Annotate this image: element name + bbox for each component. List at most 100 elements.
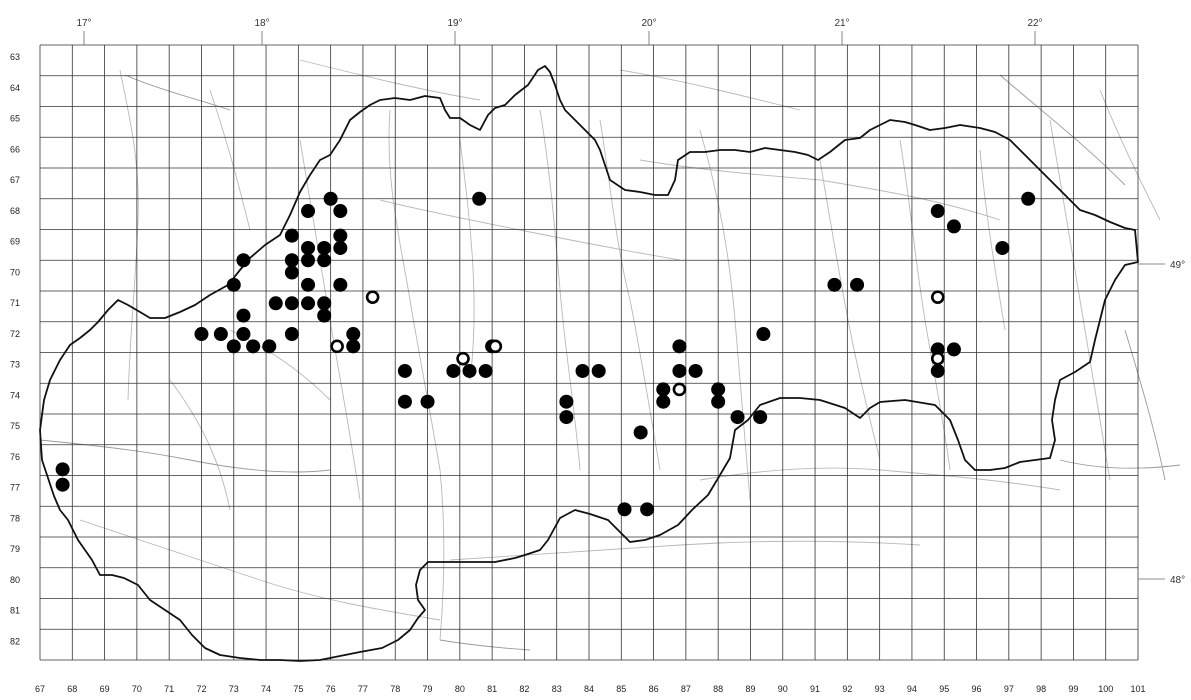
unconfirmed-record-dot [930,351,945,366]
column-label: 83 [552,684,562,694]
column-label: 76 [326,684,336,694]
confirmed-record-dot [946,342,961,357]
confirmed-record-dot [301,277,316,292]
confirmed-record-dot [301,240,316,255]
river-line [1099,89,1161,221]
confirmed-record-dot [672,339,687,354]
confirmed-record-dot [640,502,655,517]
confirmed-record-dot [656,394,671,409]
column-label: 78 [390,684,400,694]
confirmed-record-dot [268,296,283,311]
neighbour-border [439,639,531,651]
row-label: 70 [10,267,20,277]
confirmed-record-dot [346,327,361,342]
unconfirmed-record-dot [330,339,344,354]
river-line [119,69,139,401]
confirmed-record-dot [301,253,316,268]
row-label: 63 [10,52,20,62]
column-label: 99 [1068,684,1078,694]
river-line [388,109,445,641]
river-line [379,199,681,261]
confirmed-record-dot [301,296,316,311]
confirmed-record-dot [688,363,703,378]
river-line [79,519,441,621]
column-label: 77 [358,684,368,694]
column-label: 98 [1036,684,1046,694]
neighbour-border [1124,329,1166,481]
row-label: 71 [10,298,20,308]
row-label: 79 [10,544,20,554]
confirmed-record-dot [850,277,865,292]
longitude-label: 22° [1027,18,1042,29]
confirmed-record-dot [301,204,316,219]
confirmed-record-dot [262,339,277,354]
confirmed-record-dot [946,219,961,234]
column-label: 90 [778,684,788,694]
confirmed-record-dot [397,394,412,409]
confirmed-record-dot [226,339,241,354]
confirmed-record-dot [317,296,332,311]
confirmed-record-dot [575,363,590,378]
row-label: 81 [10,606,20,616]
confirmed-record-dot [346,339,361,354]
unconfirmed-record-dot [456,351,470,366]
confirmed-record-dot [236,253,251,268]
confirmed-record-dot [226,277,241,292]
confirmed-record-dot [617,502,632,517]
column-label: 81 [487,684,497,694]
confirmed-record-dot [930,204,945,219]
unconfirmed-record-dot [365,290,380,304]
longitude-label: 18° [254,18,269,29]
confirmed-record-dot [284,327,299,342]
column-label: 86 [649,684,659,694]
column-label: 85 [616,684,626,694]
confirmed-record-dot [284,296,299,311]
column-label: 73 [229,684,239,694]
confirmed-record-dot [711,394,726,409]
column-label: 67 [35,684,45,694]
column-label: 84 [584,684,594,694]
longitude-label: 21° [834,18,849,29]
grid [39,44,1139,661]
row-label: 66 [10,144,20,154]
confirmed-record-dot [284,265,299,280]
column-label: 101 [1130,684,1145,694]
neighbour-border [999,74,1126,186]
column-label: 69 [100,684,110,694]
confirmed-record-dot [236,308,251,323]
confirmed-record-dot [446,363,461,378]
column-label: 72 [196,684,206,694]
river-line [1049,119,1111,481]
river-line [699,129,751,501]
row-label: 68 [10,206,20,216]
confirmed-record-dot [246,339,261,354]
longitude-label: 19° [447,18,462,29]
confirmed-record-dot [472,191,487,206]
unconfirmed-record-dot [930,290,945,304]
column-label: 71 [164,684,174,694]
confirmed-record-dot [559,394,574,409]
confirmed-record-dot [930,363,945,378]
column-label: 88 [713,684,723,694]
confirmed-record-dot [827,277,842,292]
longitude-label: 17° [76,18,91,29]
column-label: 100 [1098,684,1113,694]
column-label: 70 [132,684,142,694]
column-label: 94 [907,684,917,694]
river-line [299,59,481,101]
river-line [599,119,661,471]
column-label: 79 [423,684,433,694]
confirmed-record-dot [284,253,299,268]
row-label: 64 [10,83,20,93]
column-label: 96 [972,684,982,694]
row-label: 72 [10,329,20,339]
longitude-label: 20° [641,18,656,29]
confirmed-record-dot [559,410,574,425]
occurrence-records [55,191,1036,517]
country-border [39,65,1139,662]
row-label: 65 [10,114,20,124]
column-label: 92 [842,684,852,694]
row-label: 75 [10,421,20,431]
confirmed-record-dot [284,228,299,243]
